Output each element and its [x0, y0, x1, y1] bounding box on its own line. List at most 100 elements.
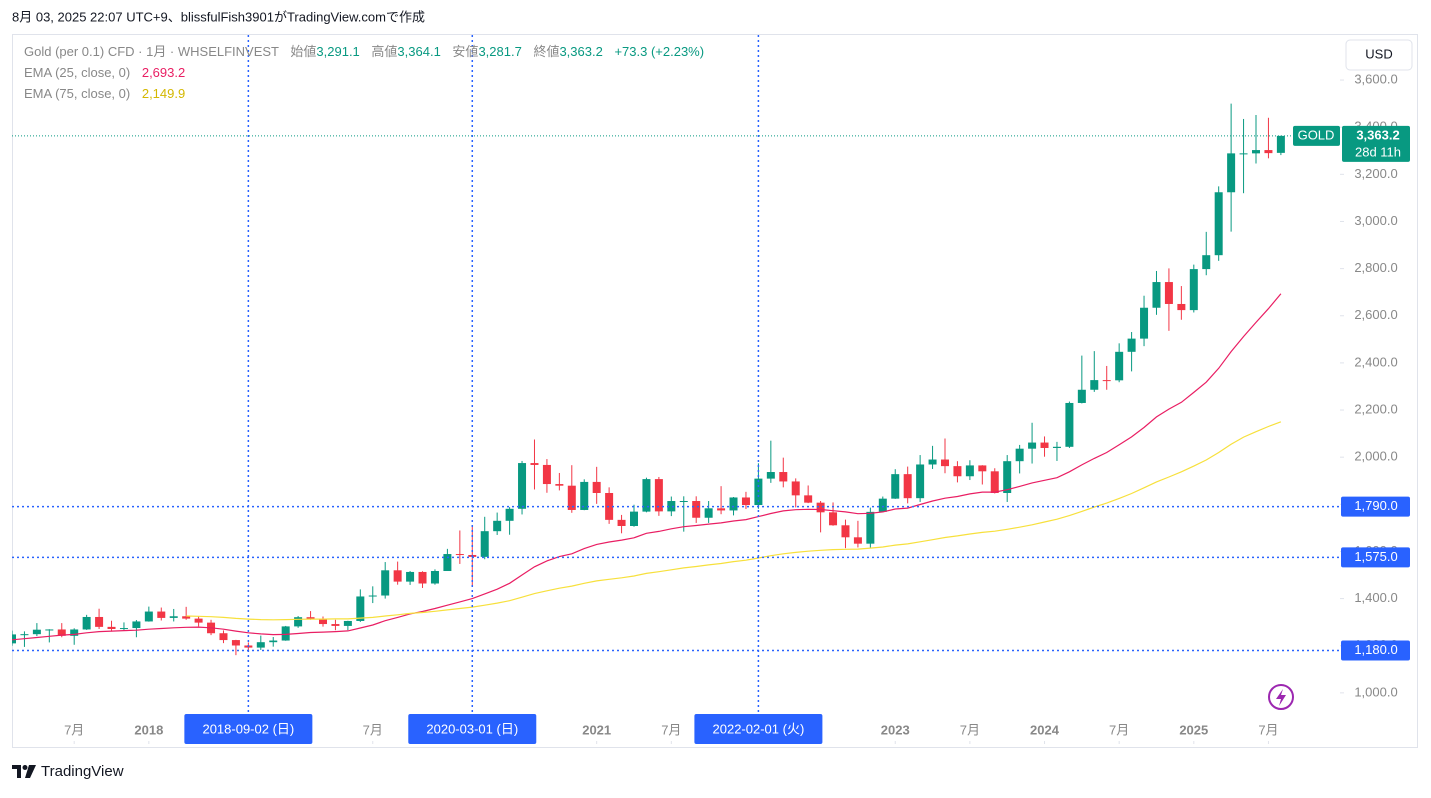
- candle-body: [219, 633, 228, 641]
- candle-body: [1276, 135, 1285, 153]
- price-tag: [1342, 125, 1410, 162]
- candle-body: [1189, 269, 1198, 311]
- candle-body: [1252, 150, 1260, 154]
- legend-series-name: EMA (75, close, 0): [24, 86, 130, 101]
- candle-body: [157, 611, 166, 618]
- candle-body: [1003, 461, 1012, 493]
- countdown-label: 28d 11h: [1355, 144, 1401, 159]
- candle-body: [45, 629, 54, 631]
- candle-body: [1177, 303, 1186, 311]
- candle-body: [144, 611, 153, 622]
- candle-body: [281, 626, 290, 641]
- candle-body: [555, 484, 564, 486]
- legend-change: +73.3 (+2.23%): [614, 44, 704, 59]
- candle-body: [430, 571, 439, 584]
- candle-body: [741, 497, 750, 506]
- x-tick-label: 7月: [64, 722, 84, 737]
- candle-body: [1040, 442, 1049, 448]
- candle-body: [1214, 192, 1223, 256]
- candle-body: [356, 596, 365, 621]
- y-tick-label: 2,200.0: [1354, 401, 1397, 416]
- legend-series-value: 2,149.9: [142, 86, 185, 101]
- crosshair-h-tag: [1341, 547, 1410, 568]
- alert-bolt: [1276, 689, 1286, 706]
- candle-body: [95, 616, 104, 627]
- candle-body: [443, 554, 452, 572]
- candle-body: [480, 531, 489, 557]
- candle-body: [518, 463, 527, 509]
- candle-body: [1065, 402, 1074, 447]
- candle-body: [592, 481, 601, 493]
- candle-body: [729, 497, 738, 511]
- legend-low: 3,281.7: [478, 44, 521, 59]
- candle-body: [1264, 150, 1273, 154]
- candle-body: [368, 595, 377, 597]
- legend-low-label: 安値: [452, 44, 478, 59]
- y-tick-label: 3,600.0: [1354, 72, 1397, 87]
- crosshair-h-label: 1,790.0: [1354, 498, 1397, 513]
- candle-body: [331, 624, 340, 626]
- candle-body: [319, 619, 327, 625]
- candle-body: [542, 464, 551, 485]
- y-tick-label: 1,000.0: [1354, 684, 1397, 699]
- candle-body: [878, 498, 887, 512]
- ema-line: [186, 421, 1282, 621]
- candle-body: [294, 617, 303, 627]
- x-tick-label: 2024: [1030, 722, 1060, 737]
- candle-body: [1152, 282, 1161, 308]
- brand-name: TradingView: [41, 763, 124, 780]
- currency-label[interactable]: USD: [1365, 46, 1392, 61]
- candle-body: [816, 502, 825, 513]
- candle-body: [393, 570, 402, 582]
- symbol-tag-label: GOLD: [1298, 127, 1335, 142]
- candle-body: [231, 640, 240, 646]
- candle-body: [717, 508, 726, 511]
- x-tick-label: 2023: [881, 722, 910, 737]
- x-tick-label: 7月: [1109, 722, 1129, 737]
- x-tick-label: 7月: [661, 722, 681, 737]
- candle-body: [1239, 153, 1248, 155]
- candle-body: [343, 620, 352, 626]
- currency-button[interactable]: [1345, 39, 1413, 71]
- candle-body: [1127, 338, 1136, 352]
- crosshair-h-label: 1,180.0: [1354, 642, 1397, 657]
- legend-high-label: 高値: [371, 44, 397, 59]
- candle-body: [903, 474, 912, 499]
- plot-area: [12, 103, 1340, 656]
- candle-body: [70, 629, 79, 636]
- overlay: 1,000.01,200.01,400.01,600.01,800.02,000…: [12, 35, 1410, 744]
- y-tick-label: 2,600.0: [1354, 307, 1397, 322]
- candle-body: [928, 459, 937, 465]
- pane: [12, 34, 1418, 748]
- candle-body: [567, 485, 576, 510]
- candle-body: [978, 465, 987, 472]
- candle-body: [256, 642, 265, 648]
- candle-body: [630, 511, 638, 526]
- candle-body: [1015, 448, 1024, 462]
- candle-body: [965, 465, 974, 477]
- candle-body: [866, 511, 875, 544]
- legend-ema75: EMA (75, close, 0) 2,149.9: [24, 86, 185, 101]
- candle-body: [916, 464, 925, 499]
- ema-line: [12, 293, 1282, 641]
- x-tick-label: 7月: [960, 722, 980, 737]
- candle-body: [829, 512, 838, 526]
- candle-body: [704, 508, 713, 518]
- x-tick-label: 2018: [134, 722, 163, 737]
- crosshair-h-label: 1,575.0: [1354, 549, 1397, 564]
- candle-body: [605, 492, 614, 520]
- candle-body: [953, 466, 962, 477]
- x-tick-label: 2021: [582, 722, 611, 737]
- candle-body: [1202, 255, 1211, 270]
- crosshair-h-tag: [1341, 496, 1410, 517]
- y-tick-label: 2,000.0: [1354, 449, 1397, 464]
- candle-body: [1028, 442, 1037, 449]
- crosshair-v-tag: [694, 714, 823, 744]
- y-tick-label: 2,800.0: [1354, 260, 1397, 275]
- x-tick-label: 7月: [363, 722, 383, 737]
- legend-open-label: 始値: [290, 44, 316, 59]
- legend-series-value: 2,693.2: [142, 65, 185, 80]
- crosshair-h-tag: [1341, 640, 1410, 661]
- candle-body: [493, 520, 502, 532]
- candle-body: [853, 537, 862, 544]
